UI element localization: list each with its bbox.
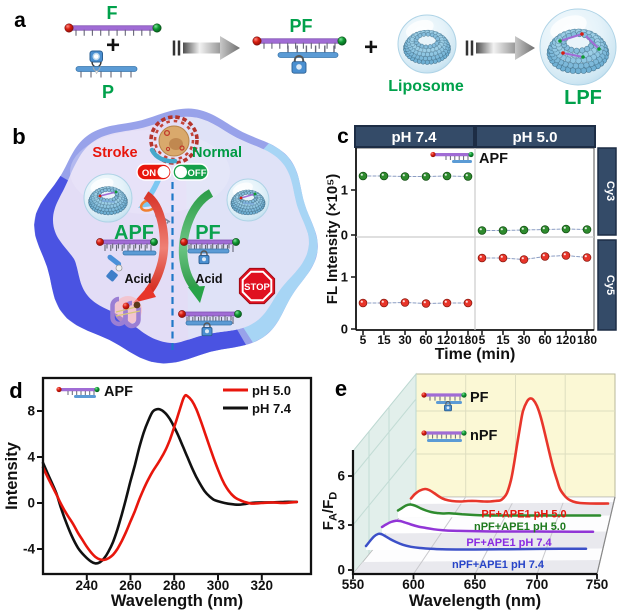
svg-text:1: 1 [341, 270, 348, 285]
svg-text:Normal: Normal [192, 145, 242, 161]
svg-text:Time (min): Time (min) [435, 346, 516, 363]
svg-text:1: 1 [341, 183, 348, 198]
svg-text:+: + [364, 34, 378, 61]
svg-text:b: b [12, 124, 25, 149]
svg-text:pH 7.4: pH 7.4 [252, 401, 292, 416]
svg-text:300: 300 [207, 578, 230, 593]
svg-text:nPF: nPF [470, 428, 498, 444]
svg-text:FL Intensity (×10⁵): FL Intensity (×10⁵) [325, 174, 341, 305]
svg-text:PF+APE1 pH 7.4: PF+APE1 pH 7.4 [466, 537, 552, 549]
svg-text:260: 260 [119, 578, 142, 593]
svg-text:60: 60 [419, 333, 433, 347]
svg-text:nPF+APE1 pH 7.4: nPF+APE1 pH 7.4 [452, 559, 545, 571]
svg-text:pH 7.4: pH 7.4 [391, 129, 437, 146]
svg-text:550: 550 [342, 577, 365, 592]
svg-text:600: 600 [402, 577, 425, 592]
svg-text:8: 8 [27, 404, 35, 419]
svg-text:280: 280 [163, 578, 186, 593]
svg-text:Stroke: Stroke [92, 145, 137, 161]
svg-text:Wavelength (nm): Wavelength (nm) [409, 592, 541, 610]
svg-text:180: 180 [577, 333, 597, 347]
svg-text:PF: PF [195, 222, 221, 244]
svg-text:APF: APF [104, 384, 133, 400]
svg-text:LPF: LPF [564, 87, 602, 109]
svg-text:pH 5.0: pH 5.0 [252, 383, 291, 398]
svg-text:PF: PF [470, 390, 489, 406]
svg-text:0: 0 [341, 322, 348, 337]
svg-text:30: 30 [398, 333, 412, 347]
svg-text:ON: ON [142, 168, 156, 179]
svg-text:700: 700 [526, 577, 549, 592]
svg-text:nPF+APE1 pH 5.0: nPF+APE1 pH 5.0 [474, 521, 566, 533]
svg-text:Cy3: Cy3 [604, 181, 616, 201]
svg-text:5: 5 [360, 333, 367, 347]
svg-text:PF+APE1 pH 5.0: PF+APE1 pH 5.0 [481, 509, 566, 521]
svg-text:0: 0 [337, 563, 345, 578]
svg-text:-4: -4 [23, 542, 35, 557]
svg-text:a: a [14, 9, 26, 32]
svg-text:0: 0 [341, 228, 348, 243]
svg-text:c: c [337, 125, 349, 148]
svg-text:Acid: Acid [195, 272, 222, 286]
svg-text:320: 320 [250, 578, 273, 593]
svg-text:P: P [102, 82, 114, 102]
svg-text:APF: APF [114, 222, 154, 244]
svg-text:Cy5: Cy5 [604, 275, 616, 295]
svg-text:Intensity: Intensity [3, 441, 21, 510]
svg-text:Liposome: Liposome [388, 78, 464, 95]
svg-text:4: 4 [27, 450, 35, 465]
svg-text:15: 15 [377, 333, 391, 347]
svg-text:pH 5.0: pH 5.0 [512, 129, 557, 146]
svg-text:30: 30 [517, 333, 531, 347]
svg-text:APF: APF [479, 151, 508, 167]
svg-text:120: 120 [437, 333, 457, 347]
svg-text:FA/FD: FA/FD [320, 492, 340, 530]
svg-text:240: 240 [75, 578, 98, 593]
svg-text:650: 650 [464, 577, 487, 592]
svg-text:5: 5 [479, 333, 486, 347]
svg-text:OFF: OFF [188, 168, 207, 179]
svg-text:15: 15 [496, 333, 510, 347]
svg-text:e: e [335, 376, 347, 401]
svg-text:6: 6 [337, 469, 345, 484]
svg-text:PF: PF [289, 16, 312, 36]
svg-text:60: 60 [538, 333, 552, 347]
svg-text:750: 750 [586, 577, 609, 592]
svg-text:Wavelength (nm): Wavelength (nm) [111, 592, 243, 610]
svg-text:+: + [106, 32, 120, 59]
svg-text:3: 3 [337, 518, 345, 533]
svg-text:F: F [107, 3, 118, 23]
svg-text:Acid: Acid [124, 272, 151, 286]
svg-text:0: 0 [27, 496, 35, 511]
svg-text:STOP: STOP [244, 282, 270, 293]
svg-text:d: d [9, 378, 22, 403]
svg-text:120: 120 [556, 333, 576, 347]
svg-text:180: 180 [458, 333, 478, 347]
